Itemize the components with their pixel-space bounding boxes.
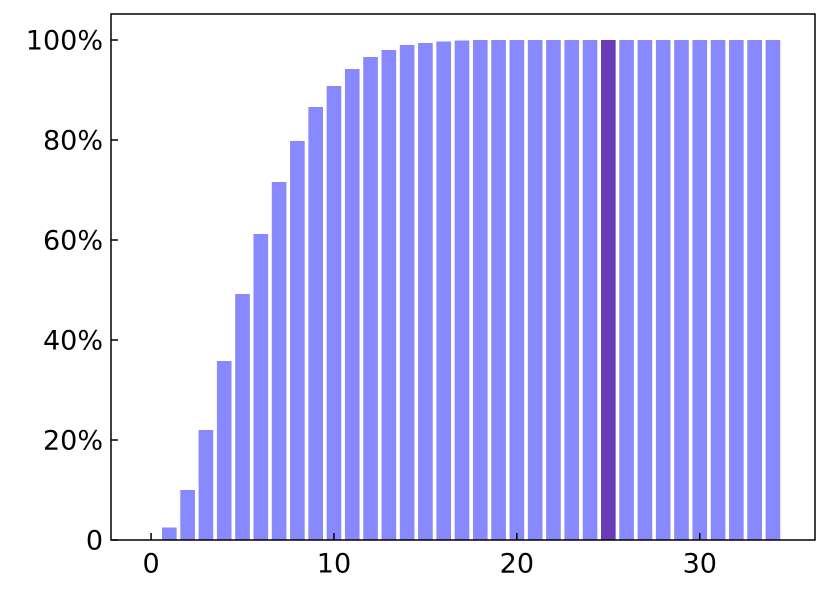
bar	[216, 361, 232, 540]
bar	[381, 50, 397, 540]
bar	[363, 57, 378, 540]
bar	[692, 40, 708, 540]
bar	[546, 40, 561, 540]
bar	[344, 69, 360, 540]
bar	[326, 86, 342, 540]
bar	[308, 107, 323, 540]
bar	[162, 527, 177, 540]
y-tick-label: 60%	[43, 226, 103, 257]
bar	[582, 40, 598, 540]
bar	[253, 234, 269, 540]
bar	[509, 40, 525, 540]
bar	[436, 41, 452, 540]
bar	[454, 40, 470, 540]
bar	[655, 40, 671, 540]
bar	[674, 40, 689, 540]
bar	[527, 40, 543, 540]
y-tick-label: 40%	[43, 326, 103, 357]
bar	[472, 40, 488, 540]
y-tick-label: 100%	[26, 26, 103, 57]
x-tick-label: 0	[142, 549, 159, 580]
bar	[198, 430, 214, 540]
bar	[729, 40, 744, 540]
bar	[564, 40, 580, 540]
y-tick-label: 20%	[43, 426, 103, 457]
bar	[601, 40, 616, 540]
x-tick-label: 30	[683, 549, 717, 580]
bar	[271, 182, 287, 540]
bar	[180, 490, 195, 540]
bar	[765, 40, 781, 540]
bar	[619, 40, 634, 540]
plot-frame	[110, 13, 816, 541]
bar	[747, 40, 762, 540]
x-tick-label: 10	[317, 549, 351, 580]
bar	[290, 141, 305, 540]
bar	[491, 40, 506, 540]
bar	[637, 40, 653, 540]
bar	[710, 40, 726, 540]
x-tick-label: 20	[500, 549, 534, 580]
bar	[399, 45, 415, 540]
bar	[418, 43, 433, 540]
bar	[235, 294, 250, 540]
y-tick-label: 0	[86, 526, 103, 557]
y-tick-label: 80%	[43, 126, 103, 157]
